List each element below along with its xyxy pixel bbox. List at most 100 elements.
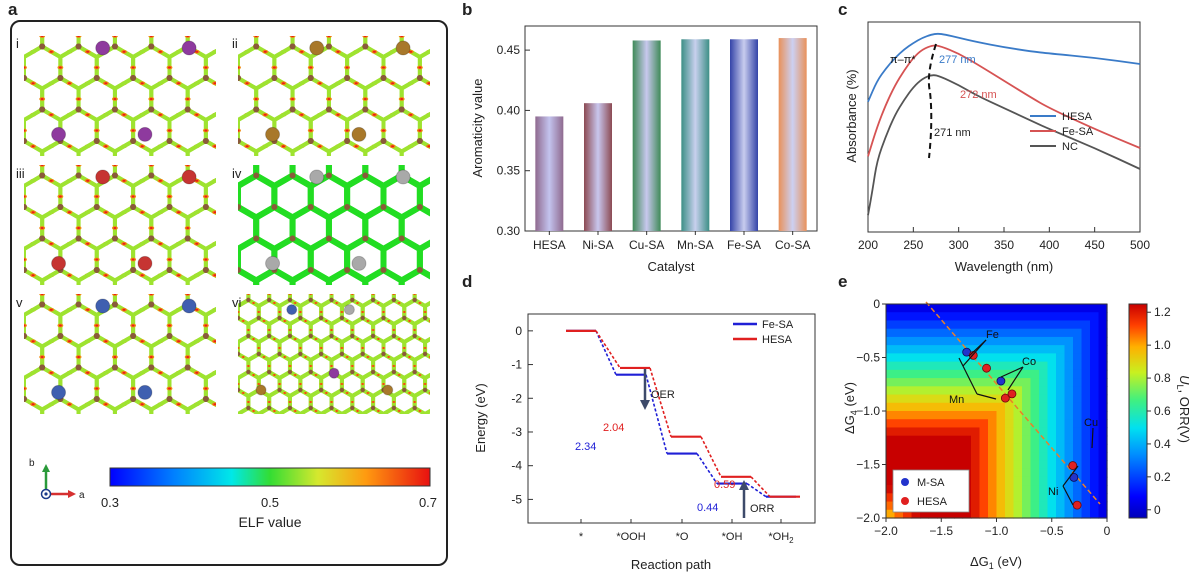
e-colorbar — [1128, 303, 1148, 519]
d-orr-arrow: ORR — [739, 480, 775, 518]
e-xtick-2: −1.0 — [985, 524, 1009, 538]
b-xtick-Co-SA: Co-SA — [775, 238, 810, 252]
e-label-Mn: Mn — [949, 394, 964, 406]
e-point-hesa-4 — [1068, 461, 1078, 470]
c-line-HESA — [867, 32, 1141, 103]
e-xlabel: ΔG1 (eV) — [970, 554, 1022, 571]
e-xtick-1: −1.5 — [929, 524, 953, 538]
b-xtick-Fe-SA: Fe-SA — [727, 238, 761, 252]
d-xtick-3: *OH — [722, 531, 743, 543]
axis-b-label: b — [29, 458, 35, 469]
e-annotation-arrows — [958, 339, 1094, 506]
d-label-044: 0.44 — [697, 502, 718, 514]
c-legend-HESA: HESA — [1062, 111, 1093, 123]
c-line-NC — [867, 74, 1141, 216]
chart-c-absorbance: 200 250 300 350 400 450 500 π–π* 277 nm 272 nm… — [844, 21, 1150, 274]
b-xtick-Ni-SA: Ni-SA — [582, 238, 613, 252]
panel-label-a: a — [8, 0, 18, 19]
c-xtick-250: 250 — [903, 238, 923, 252]
e-label-Ni: Ni — [1048, 486, 1058, 498]
e-cbtick-0.8: 0.8 — [1154, 371, 1171, 385]
sublabel-i: i — [16, 36, 19, 51]
chart-b-aromaticity: 0.30 0.35 0.40 0.45 HESA Ni-SA Cu-SA Mn-SA Fe-S… — [470, 25, 818, 274]
e-xtick-0: −2.0 — [874, 524, 898, 538]
c-peak-HESA: 277 nm — [939, 54, 976, 66]
e-cbtick-0.6: 0.6 — [1154, 404, 1171, 418]
c-ylabel: Absorbance (%) — [844, 69, 859, 162]
c-legend-Fe-SA: Fe-SA — [1062, 126, 1094, 138]
b-bar-Co-SA — [778, 38, 807, 231]
e-label-Co: Co — [1022, 356, 1036, 368]
c-xlabel: Wavelength (nm) — [955, 259, 1054, 274]
elf-colorbar-label: ELF value — [238, 514, 301, 530]
e-cbtick-1.0: 1.0 — [1154, 338, 1171, 352]
e-cbtick-0: 0 — [1154, 503, 1161, 517]
sublabel-v: v — [16, 295, 23, 310]
e-xtick-3: −0.5 — [1040, 524, 1064, 538]
d-oer-arrow: OER — [640, 369, 675, 410]
e-label-Fe: Fe — [986, 329, 999, 341]
e-point-hesa-3 — [1007, 389, 1017, 399]
e-legend: M-SA HESA — [892, 469, 970, 513]
e-cbtick-0.2: 0.2 — [1154, 470, 1171, 484]
chart-d-energy: 0-1-2-3-4-5 * *OOH *O *OH *OH2 OER ORR 2.04 … — [473, 313, 816, 572]
d-xtick-0: * — [579, 531, 584, 543]
sublabel-iv: iv — [232, 166, 242, 181]
b-xlabel: Catalyst — [648, 259, 695, 274]
b-ytick-0.30: 0.30 — [497, 224, 521, 238]
c-line-Fe-SA — [867, 44, 1141, 157]
e-point-msa-1 — [996, 376, 1006, 386]
c-xtick-400: 400 — [1039, 238, 1059, 252]
elf-tile-4 — [238, 165, 430, 285]
elf-tile-5 — [24, 294, 216, 414]
e-cbtick-1.2: 1.2 — [1154, 305, 1171, 319]
c-xtick-500: 500 — [1130, 238, 1150, 252]
b-xtick-Mn-SA: Mn-SA — [677, 238, 714, 252]
c-xtick-450: 450 — [1085, 238, 1105, 252]
e-ytick-2: −1.0 — [856, 404, 880, 418]
e-ytick-1: −0.5 — [856, 351, 880, 365]
e-cbtick-0.4: 0.4 — [1154, 437, 1171, 451]
e-point-hesa-5 — [1072, 500, 1082, 510]
d-ytick--1: -1 — [511, 358, 522, 372]
c-xtick-300: 300 — [949, 238, 969, 252]
b-bar-Ni-SA — [584, 103, 612, 231]
c-peak-dashed-line — [927, 43, 937, 159]
e-legend-HESA: HESA — [917, 496, 948, 508]
d-xtick-2: *O — [676, 531, 689, 543]
d-label-204: 2.04 — [603, 422, 624, 434]
panel-label-b: b — [462, 0, 473, 19]
elf-colorbar — [109, 467, 431, 487]
panel-label-d: d — [462, 272, 473, 291]
chart-e-volcano: −2.0 −1.5 −1.0 −0.5 0 0 −0.5 −1.0 −1.5 −2.0 Fe Co… — [842, 297, 1192, 571]
b-bar-Mn-SA — [681, 39, 710, 231]
d-oer-label: OER — [651, 389, 675, 401]
c-xtick-350: 350 — [994, 238, 1014, 252]
sublabel-ii: ii — [232, 36, 238, 51]
d-ytick--4: -4 — [511, 459, 522, 473]
c-legend-NC: NC — [1062, 141, 1078, 153]
d-ylabel: Energy (eV) — [473, 383, 488, 452]
d-xlabel: Reaction path — [631, 557, 711, 572]
sublabel-vi: vi — [232, 295, 242, 310]
d-legend-HESA: HESA — [762, 334, 793, 346]
d-label-059: 0.59 — [714, 479, 735, 491]
e-ytick-3: −1.5 — [856, 458, 880, 472]
b-xtick-Cu-SA: Cu-SA — [629, 238, 664, 252]
panel-label-c: c — [838, 0, 848, 19]
d-xtick-4: *OH2 — [768, 531, 794, 545]
b-bar-Fe-SA — [730, 39, 758, 231]
e-label-Cu: Cu — [1084, 417, 1098, 429]
b-bar-Cu-SA — [632, 40, 661, 232]
elf-tile-3 — [24, 165, 216, 285]
d-ytick--2: -2 — [511, 391, 522, 405]
d-series-Fe-SA — [566, 329, 796, 498]
e-ylabel: ΔG4 (eV) — [842, 382, 859, 434]
elf-tile-2 — [238, 36, 430, 156]
c-peak-NC: 271 nm — [934, 127, 971, 139]
axis-a-label: a — [79, 490, 85, 501]
e-legend-M-SA: M-SA — [917, 477, 945, 489]
b-ytick-0.35: 0.35 — [497, 164, 521, 178]
d-legend-Fe-SA: Fe-SA — [762, 319, 794, 331]
c-legend: HESA Fe-SA NC — [1030, 111, 1094, 153]
